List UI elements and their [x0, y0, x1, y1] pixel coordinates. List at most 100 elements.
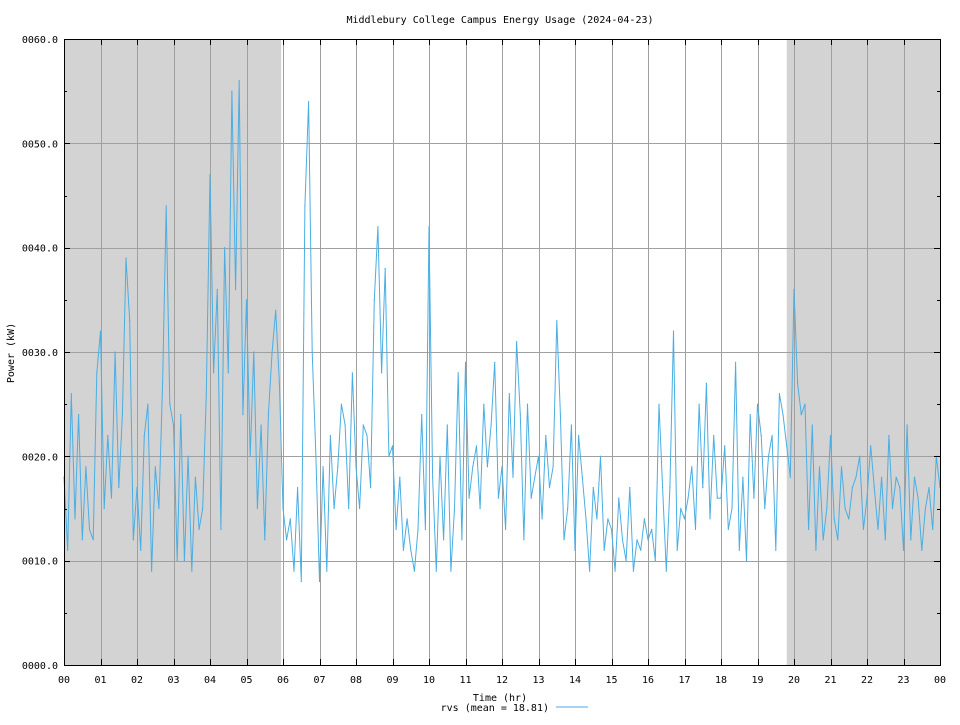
data-point [464, 361, 467, 363]
data-point [468, 497, 470, 499]
data-point [238, 80, 240, 82]
chart-title: Middlebury College Campus Energy Usage (… [346, 15, 653, 26]
data-point [191, 570, 193, 572]
data-point [472, 466, 474, 468]
data-point [680, 507, 682, 510]
data-point [362, 424, 364, 426]
data-point [450, 570, 452, 572]
data-point [640, 549, 642, 551]
data-point [581, 476, 583, 478]
data-point [523, 539, 525, 541]
data-point [370, 487, 372, 489]
data-point [457, 372, 459, 374]
data-point [322, 466, 324, 468]
data-point [256, 507, 258, 510]
data-point [479, 507, 481, 510]
data-point [902, 549, 905, 551]
x-tick-label: 01 [94, 675, 106, 686]
data-point [271, 351, 273, 353]
data-point [461, 539, 463, 541]
data-point [632, 570, 635, 572]
data-point [227, 372, 229, 374]
data-point [377, 226, 379, 228]
data-point [443, 539, 445, 541]
x-tick-label: 12 [496, 675, 508, 686]
data-point [202, 507, 204, 510]
data-point [169, 403, 171, 405]
data-point [837, 539, 839, 541]
data-point [610, 528, 613, 531]
data-point [129, 320, 131, 322]
data-point [534, 476, 536, 478]
y-tick-label: 0050.0 [22, 139, 58, 150]
data-point [541, 518, 543, 520]
data-point [282, 507, 284, 510]
x-tick-label: 16 [642, 675, 654, 686]
data-point [337, 466, 339, 468]
data-point [840, 466, 843, 468]
data-point [556, 320, 558, 322]
x-tick-label: 19 [751, 675, 763, 686]
x-tick-label: 02 [131, 675, 143, 686]
data-point [735, 361, 737, 363]
data-point [264, 539, 266, 541]
data-point [793, 288, 795, 290]
data-point [147, 403, 149, 405]
data-point [103, 507, 105, 510]
data-point [910, 539, 912, 541]
data-point [439, 455, 441, 457]
data-point [180, 414, 182, 416]
data-point [216, 288, 218, 290]
data-point [705, 382, 708, 384]
data-point [713, 434, 715, 437]
data-point [738, 549, 740, 551]
x-tick-label: 18 [715, 675, 727, 686]
data-point [833, 518, 835, 520]
x-tick-label: 20 [788, 675, 800, 686]
data-point [771, 434, 773, 437]
data-point [384, 267, 386, 270]
data-point [691, 466, 693, 468]
data-point [804, 403, 806, 405]
data-point [742, 476, 744, 478]
data-point [884, 539, 886, 541]
data-point [505, 528, 507, 531]
data-point [140, 549, 142, 551]
data-point [859, 455, 861, 457]
data-point [289, 518, 291, 520]
x-tick-label: 09 [386, 675, 398, 686]
data-point [107, 434, 109, 437]
data-point [194, 476, 196, 478]
data-point [453, 507, 456, 510]
data-point [786, 445, 788, 447]
data-point [866, 497, 868, 499]
data-point [198, 528, 200, 531]
data-point [333, 507, 335, 510]
data-point [88, 528, 91, 531]
data-point [917, 497, 919, 499]
data-point [326, 570, 328, 572]
data-point [446, 424, 448, 426]
data-point [603, 549, 605, 551]
data-point [209, 174, 211, 176]
data-point [402, 549, 404, 551]
data-point [797, 382, 799, 384]
data-point [92, 539, 94, 541]
data-point [530, 497, 532, 499]
data-point [308, 101, 310, 103]
data-point [136, 487, 138, 489]
data-point [245, 299, 248, 301]
data-point [654, 560, 656, 562]
x-tick-label: 11 [459, 675, 471, 686]
x-tick-label: 21 [824, 675, 836, 686]
data-point [855, 476, 857, 478]
data-point [574, 549, 576, 551]
data-point [388, 455, 390, 457]
data-point [424, 528, 426, 531]
data-point [873, 487, 875, 489]
data-point [435, 570, 437, 572]
x-tick-label: 08 [350, 675, 362, 686]
data-point [687, 497, 689, 499]
data-point [497, 497, 499, 499]
data-point [643, 518, 646, 520]
